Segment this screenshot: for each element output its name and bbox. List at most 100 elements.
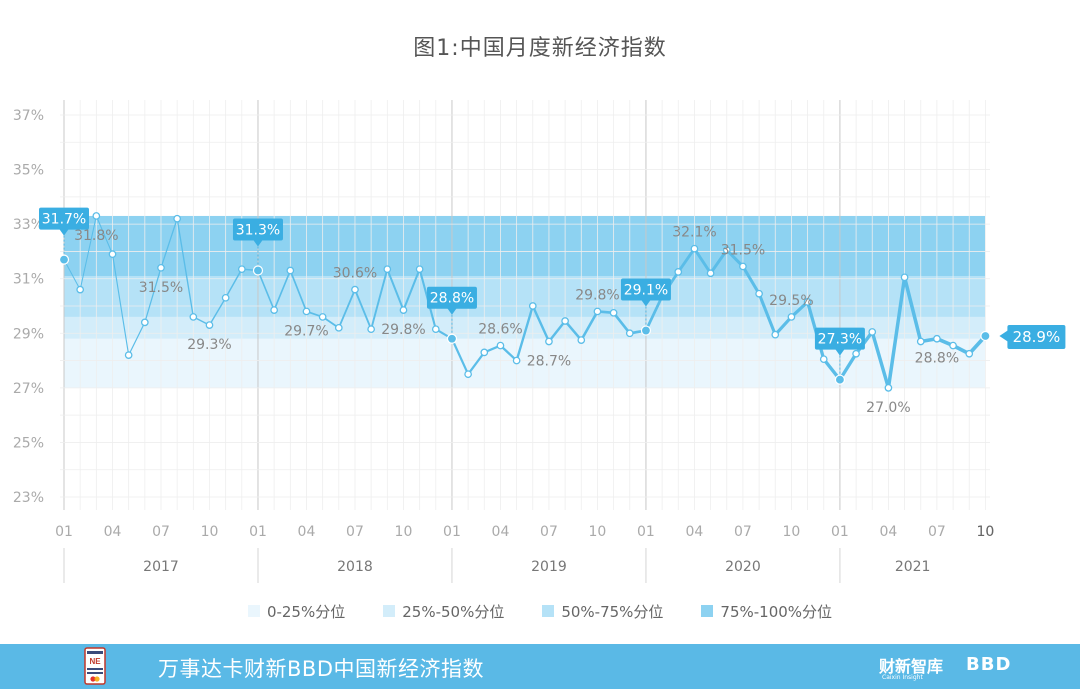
legend-item-q1: 0-25%分位 bbox=[247, 601, 345, 622]
legend-swatch-q2 bbox=[383, 605, 396, 617]
series-segment bbox=[224, 268, 243, 299]
callout-text: 28.9% bbox=[1013, 328, 1061, 346]
series-segment bbox=[757, 292, 777, 337]
data-point bbox=[140, 318, 149, 327]
data-point bbox=[302, 307, 311, 316]
footer-title: 万事达卡财新BBD中国新经济指数 bbox=[158, 657, 484, 681]
series-segment bbox=[450, 337, 470, 376]
y-tick-label: 23% bbox=[13, 490, 44, 506]
highlight-point bbox=[58, 254, 70, 265]
data-point bbox=[318, 313, 327, 321]
x-tick-label: 04 bbox=[686, 524, 704, 540]
callout-pointer bbox=[446, 307, 457, 315]
grid-lines bbox=[60, 100, 990, 510]
series-segment bbox=[386, 268, 405, 312]
year-label: 2020 bbox=[725, 559, 761, 575]
year-label: 2019 bbox=[531, 559, 567, 575]
callout-box bbox=[39, 207, 89, 230]
x-tick-label: 01 bbox=[55, 524, 73, 540]
data-labels: 31.8% 31.5% 29.3% 29.7% 30.6% 29.8% 28.6% 28.7%… bbox=[74, 225, 959, 416]
data-point bbox=[480, 348, 489, 357]
series-segment bbox=[354, 288, 373, 331]
data-point bbox=[108, 250, 117, 259]
callout-pointer bbox=[252, 239, 263, 247]
x-tick-label: 07 bbox=[346, 524, 364, 540]
data-label: 28.6% bbox=[478, 322, 522, 338]
data-point bbox=[351, 285, 359, 294]
year-label: 2021 bbox=[895, 559, 931, 575]
x-tick-label: 01 bbox=[831, 524, 849, 540]
data-point bbox=[722, 246, 731, 254]
y-tick-label: 33% bbox=[13, 217, 44, 233]
series-segment bbox=[709, 248, 729, 275]
y-tick-label: 25% bbox=[13, 435, 44, 451]
x-tick-label: 10 bbox=[201, 524, 219, 540]
y-tick-label: 35% bbox=[13, 163, 44, 179]
data-point bbox=[205, 321, 214, 329]
callout-pointer bbox=[640, 299, 651, 307]
brand-bbd: BBD bbox=[966, 654, 1012, 675]
x-tick-label: 04 bbox=[492, 524, 510, 540]
data-label: 30.6% bbox=[333, 266, 377, 282]
series-segment bbox=[402, 268, 421, 312]
legend-label-q2: 25%-50%分位 bbox=[402, 602, 505, 621]
highlight-point bbox=[252, 265, 264, 276]
data-point bbox=[221, 293, 230, 302]
data-point bbox=[819, 355, 828, 364]
callout: 27.3% bbox=[814, 327, 865, 374]
year-label: 2018 bbox=[337, 559, 373, 575]
brand-caixin-insight: 财新智库 bbox=[879, 657, 944, 676]
callout: 29.1% bbox=[620, 278, 671, 325]
data-label: 29.3% bbox=[187, 337, 231, 353]
data-point bbox=[771, 330, 780, 339]
series-segment bbox=[370, 268, 389, 331]
data-label: 29.8% bbox=[575, 287, 619, 303]
data-point bbox=[286, 266, 295, 275]
data-point bbox=[415, 265, 424, 274]
data-point bbox=[577, 336, 586, 344]
callout-box bbox=[232, 218, 283, 241]
data-label: 29.7% bbox=[284, 323, 328, 339]
highlight-point bbox=[834, 374, 846, 385]
callout-pointer bbox=[834, 348, 845, 356]
series-segment bbox=[95, 215, 114, 255]
data-point bbox=[609, 308, 618, 317]
data-point bbox=[884, 384, 893, 392]
series-segment bbox=[257, 269, 275, 311]
y-tick-label: 31% bbox=[13, 272, 44, 288]
callout-box bbox=[426, 286, 477, 309]
callout-text: 29.1% bbox=[624, 283, 668, 299]
data-point bbox=[787, 313, 796, 321]
callout-text: 31.7% bbox=[42, 212, 86, 228]
x-tick-label: 01 bbox=[249, 524, 267, 540]
card-logo-icon: NE bbox=[84, 647, 106, 685]
legend-swatch-q3 bbox=[542, 605, 555, 617]
data-point bbox=[706, 269, 715, 278]
data-point bbox=[868, 328, 877, 336]
legend-swatch-q1 bbox=[247, 605, 260, 617]
quartile-band-3 bbox=[64, 275, 986, 317]
data-label: 27.0% bbox=[866, 400, 910, 416]
series-segment bbox=[902, 275, 923, 344]
series-segment bbox=[208, 297, 227, 326]
series-segment bbox=[273, 269, 292, 311]
callout: 31.7% bbox=[39, 207, 89, 254]
data-label: 29.5% bbox=[769, 293, 813, 309]
data-point bbox=[76, 285, 85, 294]
data-point bbox=[431, 325, 440, 334]
data-label: 29.8% bbox=[381, 322, 425, 338]
legend-item-q2: 25%-50%分位 bbox=[383, 601, 504, 622]
x-tick-label: 07 bbox=[540, 524, 558, 540]
data-point bbox=[528, 302, 537, 310]
data-point bbox=[334, 323, 343, 332]
series-segment bbox=[144, 267, 162, 323]
series-segment bbox=[467, 351, 486, 376]
series-line bbox=[58, 212, 991, 392]
data-label: 31.5% bbox=[139, 280, 183, 296]
data-label: 28.7% bbox=[527, 353, 571, 369]
data-point bbox=[512, 356, 521, 365]
y-tick-label: 29% bbox=[13, 326, 44, 342]
x-tick-label: 07 bbox=[734, 524, 752, 540]
logo-text: NE bbox=[89, 657, 101, 666]
series-segment bbox=[63, 259, 81, 291]
